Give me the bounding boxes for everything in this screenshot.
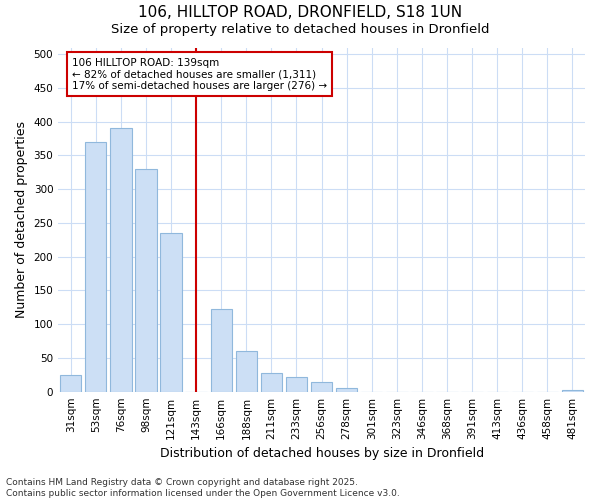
Bar: [110, 128, 131, 392]
Bar: [562, 390, 583, 392]
Bar: [236, 351, 257, 392]
Bar: [160, 233, 182, 392]
Bar: [136, 169, 157, 392]
Bar: [85, 142, 106, 392]
Bar: [60, 375, 82, 392]
Y-axis label: Number of detached properties: Number of detached properties: [15, 121, 28, 318]
Bar: [311, 382, 332, 392]
X-axis label: Distribution of detached houses by size in Dronfield: Distribution of detached houses by size …: [160, 447, 484, 460]
Text: Size of property relative to detached houses in Dronfield: Size of property relative to detached ho…: [111, 22, 489, 36]
Bar: [261, 374, 282, 392]
Bar: [286, 377, 307, 392]
Text: 106 HILLTOP ROAD: 139sqm
← 82% of detached houses are smaller (1,311)
17% of sem: 106 HILLTOP ROAD: 139sqm ← 82% of detach…: [72, 58, 327, 91]
Bar: [211, 310, 232, 392]
Bar: [336, 388, 358, 392]
Text: Contains HM Land Registry data © Crown copyright and database right 2025.
Contai: Contains HM Land Registry data © Crown c…: [6, 478, 400, 498]
Text: 106, HILLTOP ROAD, DRONFIELD, S18 1UN: 106, HILLTOP ROAD, DRONFIELD, S18 1UN: [138, 5, 462, 20]
